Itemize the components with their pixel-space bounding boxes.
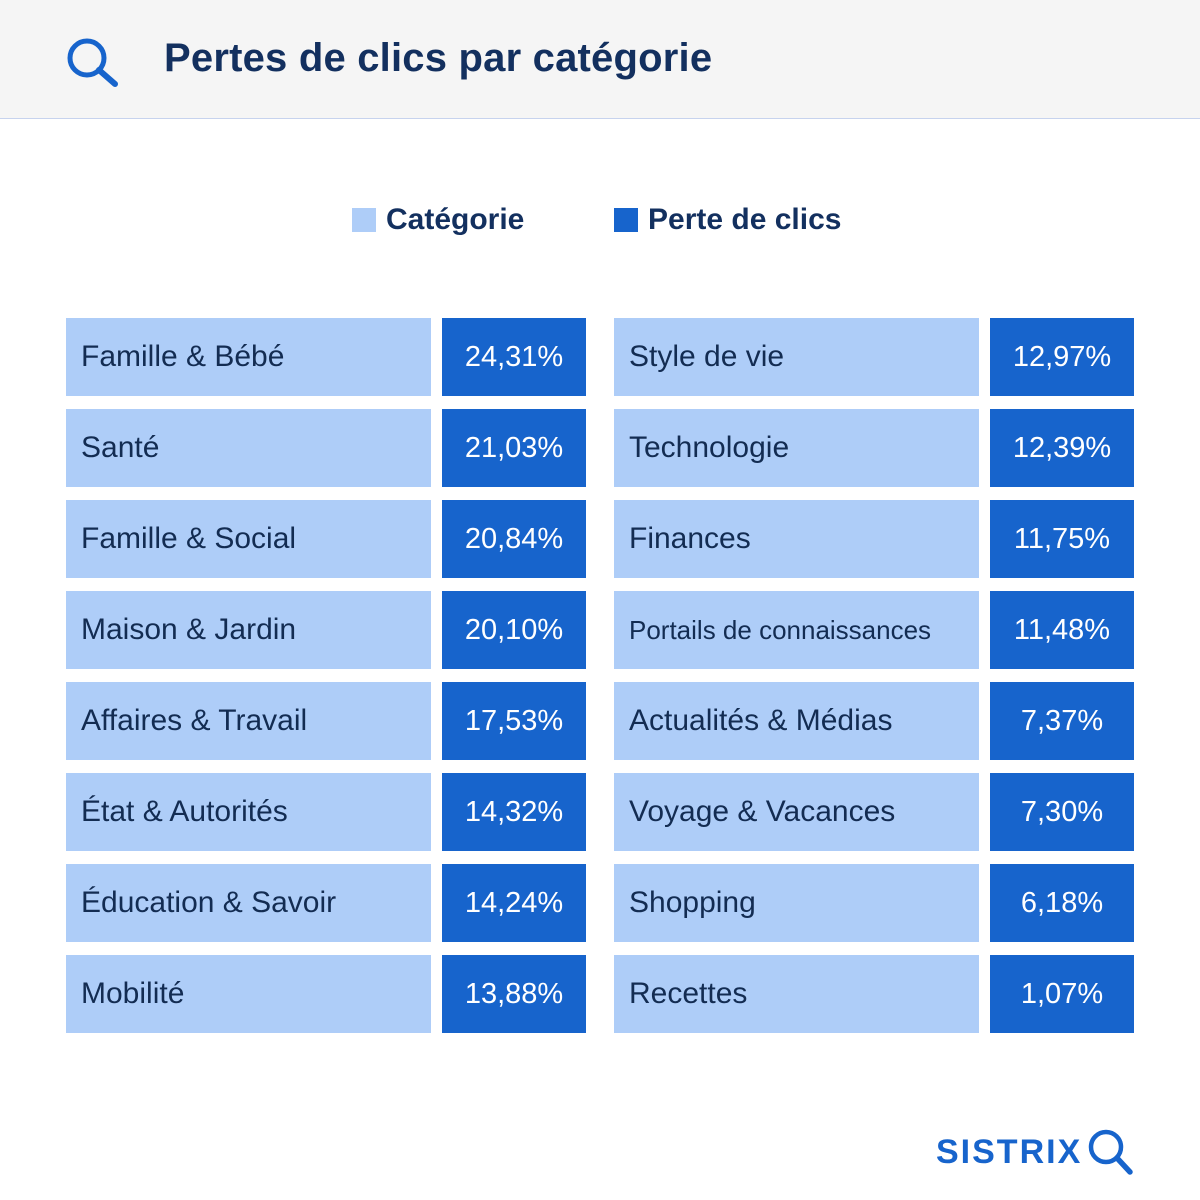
category-cell: Affaires & Travail — [66, 682, 431, 760]
category-cell: Finances — [614, 500, 979, 578]
brand-name: SISTRIX — [936, 1132, 1083, 1171]
category-cell: Éducation & Savoir — [66, 864, 431, 942]
search-icon — [67, 38, 118, 87]
category-cell: Recettes — [614, 955, 979, 1033]
click-loss-cell: 11,75% — [990, 500, 1134, 578]
click-loss-cell: 11,48% — [990, 591, 1134, 669]
legend-label-click-loss: Perte de clics — [648, 203, 842, 236]
category-cell: Shopping — [614, 864, 979, 942]
page-title: Pertes de clics par catégorie — [164, 36, 713, 80]
legend-swatch-category — [352, 208, 376, 232]
click-loss-cell: 7,30% — [990, 773, 1134, 851]
click-loss-cell: 24,31% — [442, 318, 586, 396]
category-cell: Famille & Social — [66, 500, 431, 578]
legend: Catégorie Perte de clics — [0, 200, 1200, 240]
category-cell: État & Autorités — [66, 773, 431, 851]
category-cell: Maison & Jardin — [66, 591, 431, 669]
category-cell: Voyage & Vacances — [614, 773, 979, 851]
category-cell: Mobilité — [66, 955, 431, 1033]
click-loss-cell: 12,39% — [990, 409, 1134, 487]
click-loss-cell: 20,10% — [442, 591, 586, 669]
category-cell: Portails de connaissances — [614, 591, 979, 669]
category-cell: Technologie — [614, 409, 979, 487]
search-icon — [1089, 1129, 1133, 1175]
legend-label-category: Catégorie — [386, 203, 525, 236]
click-loss-cell: 21,03% — [442, 409, 586, 487]
legend-swatch-click-loss — [614, 208, 638, 232]
header: Pertes de clics par catégorie — [0, 0, 1200, 119]
legend-item-category: Catégorie — [352, 200, 524, 240]
click-loss-cell: 7,37% — [990, 682, 1134, 760]
legend-item-click-loss: Perte de clics — [614, 200, 841, 240]
brand-logo: SISTRIX — [936, 1124, 1136, 1180]
category-cell: Style de vie — [614, 318, 979, 396]
click-loss-cell: 14,24% — [442, 864, 586, 942]
click-loss-cell: 14,32% — [442, 773, 586, 851]
category-cell: Famille & Bébé — [66, 318, 431, 396]
category-cell: Santé — [66, 409, 431, 487]
click-loss-cell: 20,84% — [442, 500, 586, 578]
click-loss-cell: 17,53% — [442, 682, 586, 760]
click-loss-cell: 12,97% — [990, 318, 1134, 396]
category-cell: Actualités & Médias — [614, 682, 979, 760]
click-loss-cell: 6,18% — [990, 864, 1134, 942]
click-loss-cell: 1,07% — [990, 955, 1134, 1033]
click-loss-cell: 13,88% — [442, 955, 586, 1033]
